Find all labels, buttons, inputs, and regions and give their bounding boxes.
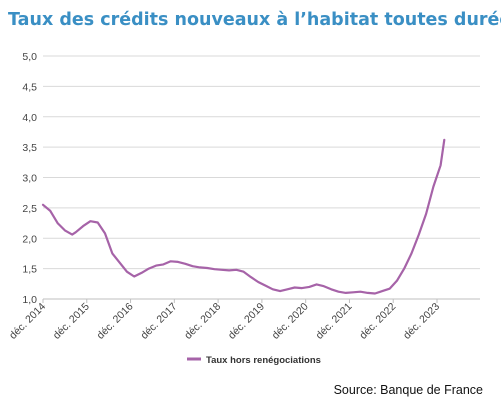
y-tick-label: 4,5 <box>22 81 37 93</box>
x-tick-label: déc. 2022 <box>357 301 398 342</box>
chart-title: Taux des crédits nouveaux à l’habitat to… <box>8 10 501 30</box>
y-tick-label: 3,5 <box>22 142 37 154</box>
x-tick-label: déc. 2016 <box>95 301 136 342</box>
legend: Taux hors renégociations <box>187 355 321 366</box>
x-tick-label: déc. 2021 <box>313 301 354 342</box>
x-tick-label: déc. 2019 <box>226 301 267 342</box>
x-tick-label: déc. 2015 <box>51 301 92 342</box>
y-tick-labels: 1,0 1,5 2,0 2,5 3,0 3,5 4,0 4,5 5,0 <box>22 51 37 306</box>
series-lines <box>41 138 446 295</box>
y-tick-label: 3,0 <box>22 173 37 185</box>
series-line <box>41 138 446 295</box>
y-tick-label: 1,5 <box>22 264 37 276</box>
y-tick-label: 4,0 <box>22 112 37 124</box>
x-tick-label: déc. 2014 <box>7 301 48 342</box>
x-tick-label: déc. 2020 <box>270 301 311 342</box>
x-tick-label: déc. 2017 <box>138 301 179 342</box>
x-tick-label: déc. 2018 <box>182 301 223 342</box>
grid-lines <box>43 55 480 270</box>
y-tick-label: 5,0 <box>22 51 37 63</box>
x-tick-label: déc. 2023 <box>401 301 442 342</box>
y-tick-label: 2,0 <box>22 233 37 245</box>
y-tick-label: 1,0 <box>22 294 37 306</box>
axes <box>42 298 480 303</box>
legend-label: Taux hors renégociations <box>206 355 321 366</box>
source-note: Source: Banque de France <box>333 383 483 397</box>
x-tick-labels: déc. 2014 déc. 2015 déc. 2016 déc. 2017 déc.… <box>7 301 442 342</box>
y-tick-label: 2,5 <box>22 203 37 215</box>
